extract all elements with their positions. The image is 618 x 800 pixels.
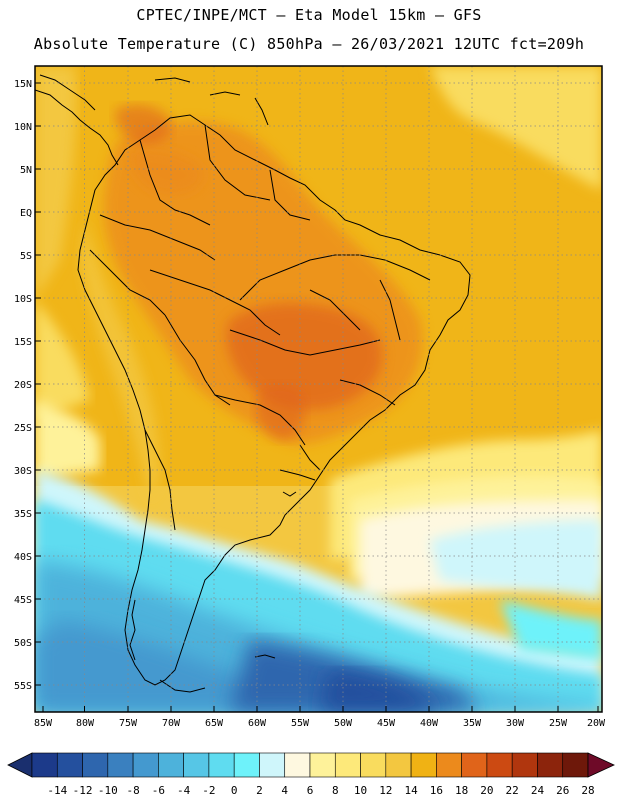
colorbar-swatch <box>562 752 589 778</box>
colorbar-swatch <box>486 752 513 778</box>
lat-label: 25S <box>14 423 32 434</box>
colorbar-swatch <box>107 752 134 778</box>
lon-label: 25W <box>549 718 568 729</box>
colorbar-swatch <box>82 752 109 778</box>
lat-label: 50S <box>14 638 32 649</box>
colorbar-label: -6 <box>152 784 165 797</box>
colorbar-label: -12 <box>73 784 93 797</box>
colorbar-label: 28 <box>581 784 594 797</box>
colorbar: -14 -12 -10 -8 -6 -4 -2 0 2 4 6 8 10 12 14 16 18 20 22 24 26… <box>7 752 615 797</box>
colorbar-label: -4 <box>177 784 191 797</box>
colorbar-under-arrow <box>7 752 33 778</box>
colorbar-swatch <box>56 752 83 778</box>
colorbar-label: 14 <box>404 784 418 797</box>
lat-label: 5S <box>20 251 32 262</box>
lon-label: 40W <box>420 718 439 729</box>
colorbar-swatch <box>208 752 235 778</box>
lon-label: 45W <box>377 718 396 729</box>
lon-label: 20W <box>587 718 606 729</box>
lon-ticks <box>42 706 599 712</box>
lat-label: 35S <box>14 509 32 520</box>
lat-label: 55S <box>14 681 32 692</box>
colorbar-label: 24 <box>531 784 545 797</box>
lat-label: 15N <box>14 79 32 90</box>
colorbar-label: 18 <box>455 784 468 797</box>
lat-labels: 15N 10N 5N EQ 5S 10S 15S 20S 25S 30S 35S… <box>14 79 32 692</box>
colorbar-swatch <box>183 752 210 778</box>
lat-label: 30S <box>14 466 32 477</box>
colorbar-label: 22 <box>506 784 519 797</box>
colorbar-swatch <box>385 752 412 778</box>
lon-label: 65W <box>205 718 224 729</box>
lat-label: 10N <box>14 122 32 133</box>
lat-label: 45S <box>14 595 32 606</box>
colorbar-over-arrow <box>587 752 615 778</box>
colorbar-label: 6 <box>307 784 314 797</box>
colorbar-swatch <box>436 752 462 778</box>
colorbar-label: -10 <box>98 784 118 797</box>
graticule <box>35 66 602 712</box>
lon-label: 75W <box>119 718 138 729</box>
lon-label: 55W <box>291 718 310 729</box>
temperature-field <box>35 66 602 712</box>
lon-label: 80W <box>76 718 95 729</box>
colorbar-label: -2 <box>202 784 215 797</box>
colorbar-swatch <box>360 752 387 778</box>
colorbar-swatch <box>31 752 58 778</box>
colorbar-swatch <box>284 752 311 778</box>
lon-label: 85W <box>34 718 53 729</box>
colorbar-swatch <box>410 752 437 778</box>
lon-label: 30W <box>506 718 525 729</box>
colorbar-swatch <box>233 752 260 778</box>
colorbar-label: 26 <box>556 784 569 797</box>
lat-label: 20S <box>14 380 32 391</box>
lon-label: 50W <box>334 718 353 729</box>
lon-label: 70W <box>162 718 181 729</box>
colorbar-label: 2 <box>256 784 263 797</box>
lat-label: 10S <box>14 294 32 305</box>
lon-labels: 85W 80W 75W 70W 65W 60W 55W 50W 45W 40W … <box>34 718 606 729</box>
colorbar-label: 12 <box>379 784 392 797</box>
colorbar-label: -14 <box>47 784 67 797</box>
lat-ticks <box>35 82 41 686</box>
colorbar-swatch <box>158 752 184 778</box>
lat-label: 40S <box>14 552 32 563</box>
lat-label: 5N <box>20 165 32 176</box>
colorbar-swatch <box>537 752 564 778</box>
coastlines <box>35 74 471 693</box>
colorbar-label: -8 <box>126 784 139 797</box>
lon-label: 60W <box>248 718 267 729</box>
lon-label: 35W <box>463 718 482 729</box>
colorbar-label: 0 <box>231 784 238 797</box>
colorbar-swatch <box>309 752 336 778</box>
colorbar-swatch <box>259 752 286 778</box>
colorbar-swatch <box>334 752 361 778</box>
colorbar-label: 4 <box>281 784 288 797</box>
colorbar-swatch <box>511 752 538 778</box>
map-title-line-1: CPTEC/INPE/MCT – Eta Model 15km – GFS <box>136 6 482 24</box>
lat-label: 15S <box>14 337 32 348</box>
lat-label: EQ <box>20 208 32 219</box>
map-frame <box>34 65 603 713</box>
colorbar-label: 16 <box>430 784 443 797</box>
map-title-line-2: Absolute Temperature (C) 850hPa – 26/03/… <box>33 35 585 53</box>
colorbar-label: 8 <box>332 784 339 797</box>
colorbar-label: 10 <box>354 784 367 797</box>
colorbar-swatch <box>461 752 488 778</box>
colorbar-label: 20 <box>480 784 493 797</box>
colorbar-swatch <box>132 752 159 778</box>
